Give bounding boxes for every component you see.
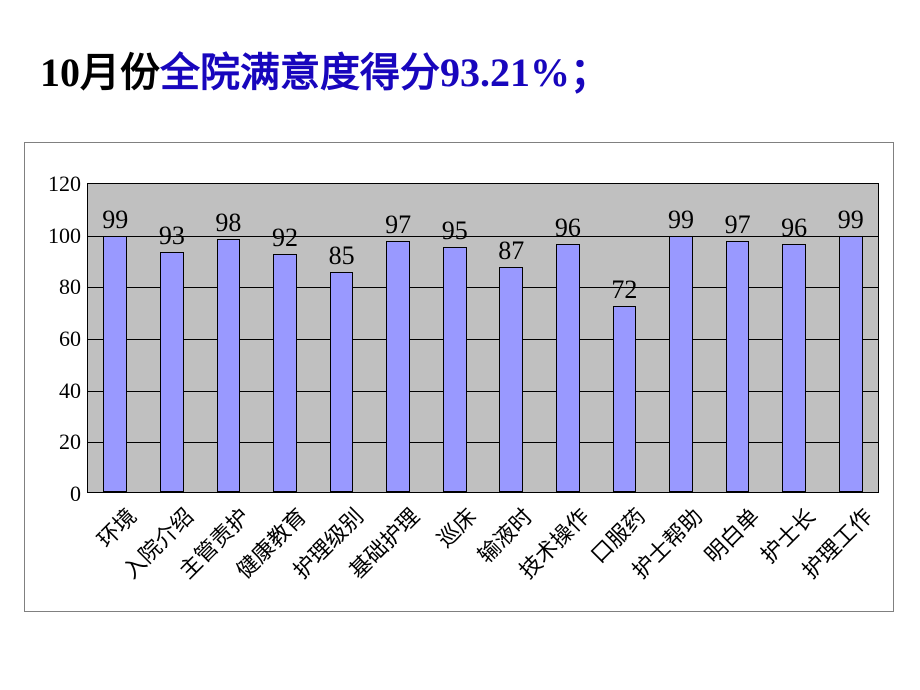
gridline	[87, 287, 878, 288]
bar-value-label: 99	[838, 205, 864, 235]
gridline	[87, 442, 878, 443]
bar-value-label: 98	[215, 208, 241, 238]
bar: 92	[273, 254, 297, 492]
bar: 97	[726, 241, 750, 492]
bar: 93	[160, 252, 184, 492]
bar-value-label: 93	[159, 221, 185, 251]
y-tick-label: 100	[48, 223, 81, 249]
bar: 97	[386, 241, 410, 492]
bar-value-label: 96	[781, 213, 807, 243]
gridline	[87, 391, 878, 392]
gridline	[87, 236, 878, 237]
y-tick-label: 40	[59, 378, 81, 404]
bar: 95	[443, 247, 467, 492]
bar-value-label: 85	[329, 241, 355, 271]
title-part1: 10	[40, 50, 80, 95]
bar-value-label: 72	[611, 275, 637, 305]
title-part2: 月份	[80, 50, 160, 95]
bar-value-label: 99	[102, 205, 128, 235]
bar-value-label: 97	[385, 210, 411, 240]
y-tick-label: 20	[59, 429, 81, 455]
slide-title: 10月份全院满意度得分93.21%；	[40, 40, 610, 98]
bar-value-label: 87	[498, 236, 524, 266]
bar: 87	[499, 267, 523, 492]
y-tick-label: 80	[59, 274, 81, 300]
bar: 99	[103, 236, 127, 492]
y-tick-label: 120	[48, 171, 81, 197]
bar-value-label: 97	[725, 210, 751, 240]
bar-value-label: 96	[555, 213, 581, 243]
bar: 85	[330, 272, 354, 492]
y-axis-line	[87, 184, 88, 492]
y-tick-label: 0	[70, 481, 81, 507]
title-part3: 全院满意度得分93.21%；	[160, 50, 610, 95]
bar: 96	[556, 244, 580, 492]
bar-value-label: 95	[442, 216, 468, 246]
bar: 98	[217, 239, 241, 492]
plot-area: 02040608010012099环境93入院介绍98主管责护92健康教育85护…	[87, 183, 879, 493]
bar: 72	[613, 306, 637, 492]
slide: 10月份全院满意度得分93.21%； 02040608010012099环境93…	[0, 0, 920, 690]
gridline	[87, 339, 878, 340]
chart-container: 02040608010012099环境93入院介绍98主管责护92健康教育85护…	[24, 142, 894, 612]
y-tick-label: 60	[59, 326, 81, 352]
bar-value-label: 92	[272, 223, 298, 253]
bar: 99	[839, 236, 863, 492]
bar-value-label: 99	[668, 205, 694, 235]
x-tick-label: 明白单	[696, 500, 765, 569]
bar: 99	[669, 236, 693, 492]
bar: 96	[782, 244, 806, 492]
